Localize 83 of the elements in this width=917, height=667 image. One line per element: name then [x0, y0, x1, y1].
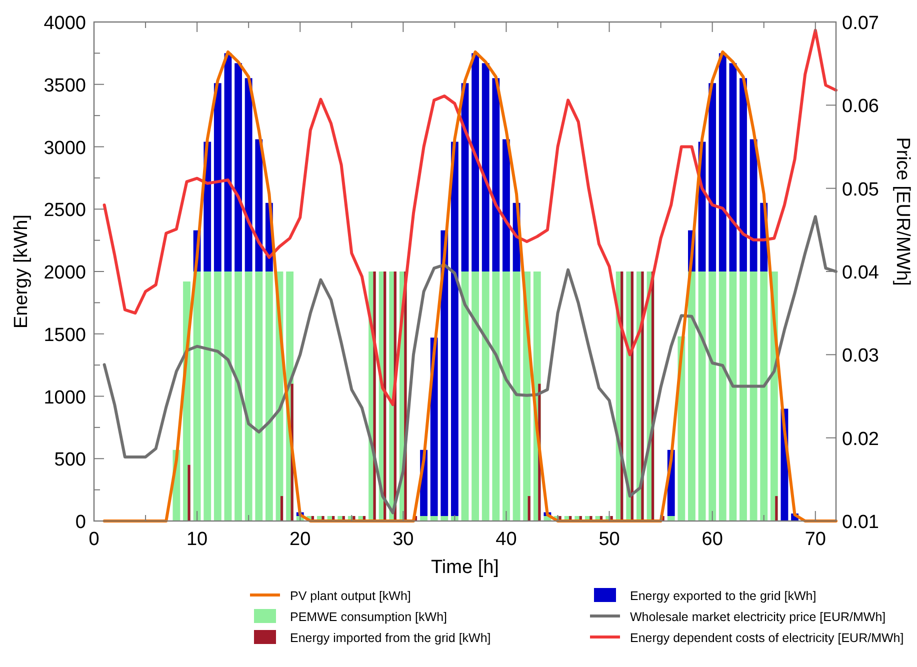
legend-label: Wholesale market electricity price [EUR/MWh]: [630, 610, 886, 624]
y-tick-label: 2500: [44, 200, 86, 222]
x-tick-label: 10: [186, 529, 208, 550]
legend-label: PV plant output [kWh]: [290, 589, 411, 603]
y-tick-label: 1000: [44, 387, 86, 408]
y2-tick-label: 0.03: [842, 346, 879, 367]
bar: [214, 272, 222, 521]
y2-tick-label: 0.01: [842, 512, 879, 533]
y-tick-label: 4000: [44, 13, 86, 34]
line-series: [102, 50, 838, 522]
bar: [718, 272, 726, 521]
bar: [512, 272, 520, 521]
bar: [214, 83, 222, 272]
bar: [708, 83, 716, 272]
bar: [502, 272, 510, 521]
bar: [750, 272, 758, 521]
line-series: [102, 28, 838, 406]
bar: [740, 78, 747, 272]
bar: [472, 272, 480, 521]
bar: [440, 230, 448, 516]
bar: [492, 272, 500, 521]
y2-tick-label: 0.05: [842, 179, 879, 200]
bar: [204, 272, 212, 521]
bar: [729, 272, 737, 521]
y-tick-label: 3000: [44, 138, 86, 159]
bar: [255, 272, 263, 521]
y-tick-label: 2000: [44, 262, 86, 284]
x-tick-label: 30: [392, 529, 414, 550]
legend-label: Energy imported from the grid [kWh]: [290, 631, 491, 645]
bar: [775, 496, 778, 521]
bar: [667, 516, 675, 521]
bar: [492, 78, 500, 272]
y-tick-label: 3500: [44, 75, 86, 96]
x-tick-label: 20: [290, 529, 311, 550]
bar: [193, 272, 201, 521]
bar: [482, 272, 490, 521]
bar: [718, 53, 726, 272]
x-tick-label: 60: [702, 529, 723, 550]
y-tick-label: 0: [75, 512, 86, 533]
bar: [740, 272, 747, 521]
x-axis-title: Time [h]: [431, 557, 499, 578]
bar: [244, 78, 252, 272]
bar: [188, 464, 190, 521]
bar: [265, 272, 273, 521]
y2-tick-label: 0.06: [842, 96, 879, 118]
bar: [482, 63, 490, 272]
bar: [440, 516, 448, 521]
legend-label: Energy dependent costs of electricity [EUR/MWh]: [630, 631, 904, 645]
bar: [224, 272, 232, 521]
bar: [461, 272, 469, 521]
bar: [234, 63, 242, 272]
bar: [630, 272, 634, 521]
bar: [698, 272, 706, 521]
y-tick-label: 500: [54, 450, 86, 471]
bar: [502, 139, 510, 272]
bar: [430, 516, 438, 521]
x-tick-label: 50: [598, 529, 620, 550]
y2-tick-label: 0.04: [842, 262, 880, 284]
x-tick-label: 0: [88, 529, 100, 550]
bar: [384, 272, 386, 521]
bar: [255, 139, 263, 272]
bar: [234, 272, 242, 521]
bar: [729, 63, 737, 272]
bar: [450, 142, 458, 516]
bar: [472, 53, 480, 272]
y-tick-label: 1500: [44, 324, 86, 346]
y-axis-title: Energy [kWh]: [11, 214, 32, 329]
bar: [750, 139, 758, 272]
bar: [420, 516, 428, 521]
bar: [688, 272, 696, 521]
legend-label: Energy exported to the grid [kWh]: [630, 589, 816, 603]
y2-tick-label: 0.07: [842, 13, 879, 34]
bar: [528, 496, 530, 521]
y2-axis-title: Price [EUR/MWh]: [892, 137, 913, 286]
bar: [708, 272, 716, 521]
x-tick-label: 40: [496, 529, 517, 550]
bar: [760, 272, 768, 521]
bar: [244, 272, 252, 521]
legend-label: PEMWE consumption [kWh]: [290, 610, 447, 624]
bar: [224, 53, 232, 272]
x-tick-label: 70: [804, 529, 826, 550]
y2-tick-label: 0.02: [842, 428, 879, 450]
bar: [280, 496, 284, 521]
